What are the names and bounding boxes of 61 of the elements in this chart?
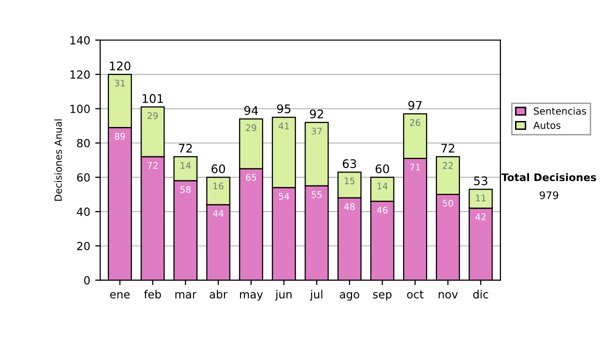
legend-label: Autos	[533, 122, 560, 129]
x-tick-label: oct	[407, 290, 424, 298]
text: 979	[540, 191, 558, 200]
total-label: 92	[310, 109, 324, 118]
x-tick-label: nov	[438, 292, 458, 298]
y-tick-label: 20	[77, 242, 90, 250]
x-tick-label: dic	[473, 290, 488, 298]
data-label: 29	[246, 124, 256, 132]
x-tick-label: feb	[144, 290, 161, 298]
data-label: 31	[114, 80, 125, 87]
data-label: 22	[442, 162, 453, 169]
y-tick-label: 60	[77, 173, 90, 182]
x-tick-label: jun	[275, 290, 292, 301]
data-label: 26	[410, 119, 420, 126]
data-label: 15	[344, 178, 354, 184]
data-label: 65	[246, 174, 256, 181]
x-tick-label: may	[240, 292, 263, 301]
data-label: 14	[180, 162, 191, 169]
data-label: 41	[278, 122, 289, 130]
x-tick-label: sep	[373, 292, 392, 301]
total-label: 63	[342, 159, 356, 168]
total-label: 60	[376, 164, 390, 174]
data-label: 54	[278, 193, 290, 200]
y-tick-label: 80	[77, 138, 90, 148]
legend-label: Sentencias	[534, 107, 586, 115]
total-label: 95	[277, 104, 290, 114]
data-label: 44	[212, 210, 224, 217]
data-label: 42	[475, 213, 486, 220]
total-label: 120	[110, 61, 130, 70]
data-label: 50	[442, 200, 454, 207]
y-tick-label: 140	[70, 36, 90, 44]
x-tick-label: jul	[310, 290, 322, 301]
total-label: 60	[212, 164, 226, 174]
x-tick-label: ago	[340, 292, 360, 301]
data-label: 55	[312, 191, 322, 198]
y-tick-label: 40	[76, 208, 90, 216]
total-label: 53	[474, 176, 488, 186]
x-tick-label: abr	[210, 290, 228, 298]
x-tick-label: ene	[110, 292, 130, 298]
total-label: 97	[408, 100, 422, 110]
total-label: 101	[142, 94, 163, 103]
data-label: 58	[180, 186, 191, 193]
total-label: 94	[244, 106, 258, 115]
data-label: 72	[148, 162, 158, 169]
text: Total Decisiones	[501, 173, 596, 182]
data-label: 89	[114, 132, 125, 140]
data-label: 29	[148, 112, 158, 120]
y-tick-label: 100	[70, 104, 90, 114]
data-label: 37	[312, 128, 322, 135]
data-label: 16	[214, 182, 224, 190]
data-label: 11	[476, 194, 486, 202]
total-label: 72	[441, 144, 454, 153]
x-tick-label: mar	[175, 292, 197, 298]
data-label: 48	[344, 203, 355, 210]
data-label: 14	[378, 182, 388, 190]
y-tick-label: 120	[70, 70, 90, 79]
y-axis-title: Decisiones Anual	[54, 119, 62, 201]
y-tick-label: 0	[84, 276, 90, 285]
data-label: 46	[377, 206, 388, 214]
total-label: 72	[178, 144, 192, 153]
data-label: 71	[410, 164, 420, 170]
